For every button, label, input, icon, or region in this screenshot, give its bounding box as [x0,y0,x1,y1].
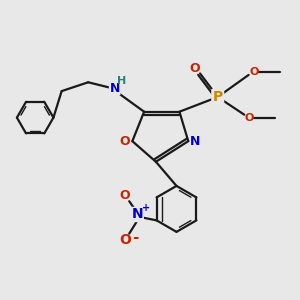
Text: O: O [119,189,130,203]
Text: O: O [119,233,131,247]
Text: P: P [213,90,223,104]
Text: N: N [190,135,200,148]
Text: N: N [132,208,143,221]
Text: O: O [120,135,130,148]
Text: O: O [249,67,259,77]
Text: N: N [110,82,120,95]
Text: O: O [245,112,254,123]
Text: -: - [133,230,139,245]
Text: +: + [142,203,150,213]
Text: O: O [189,61,200,75]
Text: H: H [117,76,127,86]
